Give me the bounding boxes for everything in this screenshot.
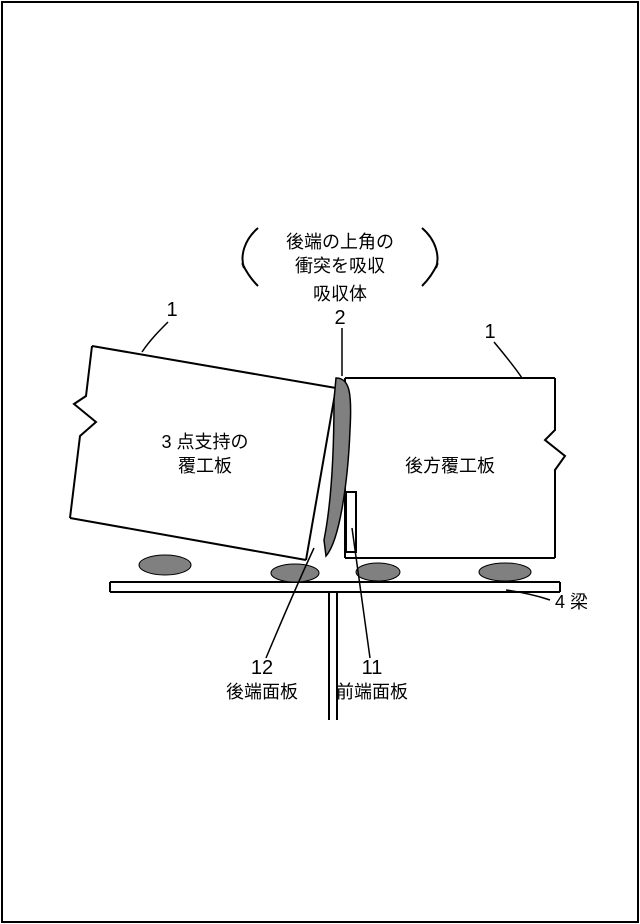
break-mark-right bbox=[545, 378, 565, 558]
ref-11-text: 前端面板 bbox=[336, 682, 408, 702]
cushion bbox=[271, 564, 319, 582]
ref-2: 2 bbox=[334, 307, 345, 329]
beam bbox=[110, 582, 560, 720]
top-note-group: 後端の上角の 衝突を吸収 吸収体 2 bbox=[243, 228, 438, 329]
leader-1-right bbox=[494, 342, 522, 378]
leader-1-left bbox=[142, 322, 168, 352]
technical-diagram: 後端の上角の 衝突を吸収 吸収体 2 3 点支 bbox=[0, 0, 640, 924]
paren-left bbox=[243, 228, 258, 286]
top-note-line1: 後端の上角の bbox=[286, 232, 394, 252]
cushion bbox=[139, 555, 191, 575]
break-mark-left bbox=[70, 346, 96, 518]
cushions bbox=[139, 555, 531, 582]
left-plate bbox=[70, 346, 336, 560]
paren-right bbox=[422, 228, 437, 286]
left-plate-label-2: 覆工板 bbox=[178, 456, 232, 476]
left-plate-label-1: 3 点支持の bbox=[161, 432, 248, 452]
ref-12: 12 bbox=[251, 657, 273, 679]
top-note-line2: 衝突を吸収 bbox=[295, 256, 385, 276]
ref-1-left: 1 bbox=[166, 299, 177, 321]
ref-12-text: 後端面板 bbox=[226, 682, 298, 702]
ref-11: 11 bbox=[362, 657, 383, 679]
cushion bbox=[479, 563, 531, 581]
top-note-line3: 吸収体 bbox=[313, 284, 367, 304]
ref-1-right: 1 bbox=[484, 321, 495, 343]
cushion bbox=[356, 563, 400, 581]
ref-4-beam: 4 梁 bbox=[555, 592, 588, 612]
page-frame bbox=[2, 2, 638, 922]
right-plate-label: 後方覆工板 bbox=[405, 456, 495, 476]
